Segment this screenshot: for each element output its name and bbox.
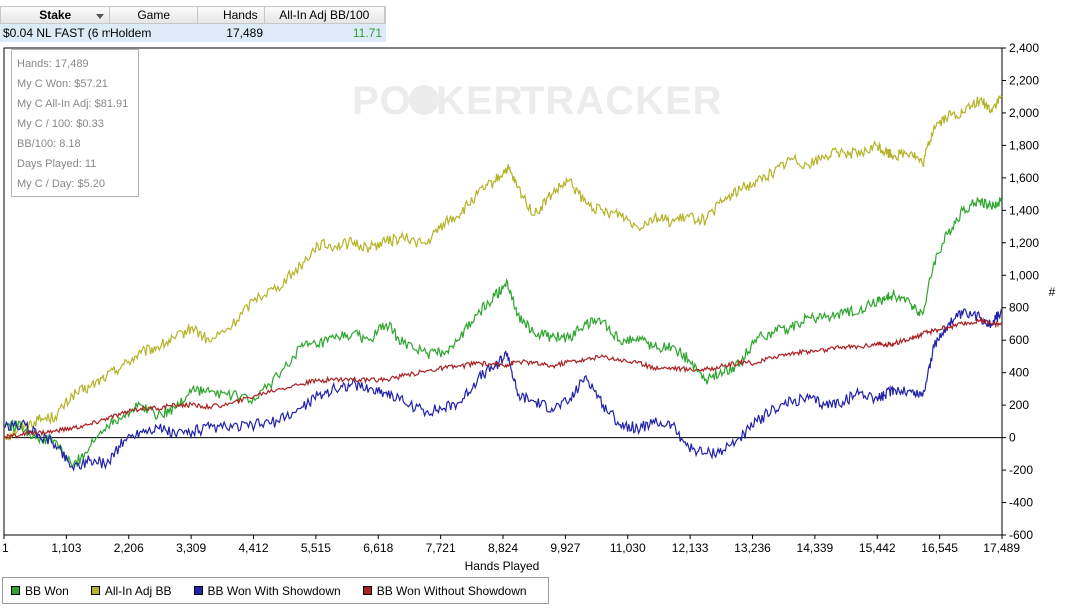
y-tick-label: 200 [1009,398,1029,412]
y-tick-label: 400 [1009,366,1029,380]
stat-bb-100: BB/100: 8.18 [17,138,81,150]
watermark-text-right: TRACKER [520,79,723,123]
x-tick-label: 2,206 [114,541,144,555]
cell-hands: 17,489 [226,26,263,40]
series-line-all-in-adj-bb [3,94,1003,441]
stats-summary-box: Hands: 17,489 My C Won: $57.21 My C All-… [11,49,139,197]
x-tick-label: 15,442 [859,541,896,555]
x-tick-label: 7,721 [426,541,456,555]
stat-all-in-adj: My C All-In Adj: $81.91 [17,98,129,110]
y-tick-label: -400 [1009,496,1033,510]
legend-item-no-showdown[interactable]: BB Won Without Showdown [362,584,527,598]
x-tick-label: 11,030 [610,541,646,555]
watermark-text-left: PO [352,79,412,123]
y-tick-label: 1,400 [1009,203,1039,217]
poker-chip-icon [409,85,439,115]
y-tick-label: 1,000 [1009,268,1039,282]
x-tick-label: 4,412 [238,541,268,555]
watermark-text-mid: KER [436,79,523,123]
legend-item-bb-won[interactable]: BB Won [11,584,69,598]
x-tick-label: 9,927 [550,541,580,555]
legend-swatch [11,586,20,595]
x-tick-label: 1,103 [51,541,81,555]
x-tick-label: 14,339 [797,541,834,555]
x-tick-label: 8,824 [488,541,518,555]
x-tick-label: 1 [2,541,9,555]
y-tick-label: 1,600 [1009,171,1039,185]
legend-swatch [193,586,203,595]
y-axis-label: # [1049,285,1056,299]
legend-item-all-in-adj[interactable]: All-In Adj BB [90,584,172,598]
stat-days: Days Played: 11 [17,158,97,170]
stat-per-day: My C / Day: $5.20 [17,178,106,190]
cell-game: Holdem [110,26,152,40]
column-header-game[interactable]: Game [110,7,198,23]
stat-hands: Hands: 17,489 [17,58,89,70]
x-axis-label: Hands Played [465,559,540,573]
legend-item-showdown[interactable]: BB Won With Showdown [193,584,341,598]
y-tick-label: 2,200 [1009,73,1039,87]
y-tick-label: 1,200 [1009,236,1039,250]
x-tick-label: 3,309 [176,541,206,555]
pokertracker-watermark: PO KER TRACKER [352,79,723,123]
x-tick-label: 12,133 [672,541,709,555]
stat-per-100: My C / 100: $0.33 [17,118,104,130]
x-tick-label: 5,515 [301,541,331,555]
series-line-bb-won-without-showdown [3,316,1003,441]
legend-swatch [90,586,100,595]
x-tick-label: 13,236 [734,541,771,555]
chart-legend: BB Won All-In Adj BB BB Won With Showdow… [2,577,549,604]
y-tick-label: -200 [1009,463,1033,477]
column-header-stake[interactable]: Stake [1,7,111,23]
column-header-adj-bb[interactable]: All-In Adj BB/100 [265,7,385,23]
y-tick-label: 2,400 [1009,41,1039,55]
y-tick-label: 1,800 [1009,138,1039,152]
cell-stake: $0.04 NL FAST (6 ma [3,26,110,40]
series-line-bb-won [3,197,1003,469]
y-tick-label: 600 [1009,333,1029,347]
table-row[interactable]: $0.04 NL FAST (6 ma Holdem 17,489 11.71 [0,24,386,42]
y-tick-label: -600 [1009,528,1033,542]
sort-dropdown-icon[interactable] [96,14,105,19]
y-tick-label: 800 [1009,301,1029,315]
x-tick-label: 16,545 [921,541,958,555]
series-line-bb-won-with-showdown [3,308,1003,472]
stat-won: My C Won: $57.21 [17,78,108,90]
y-tick-label: 0 [1009,431,1016,445]
x-tick-label: 17,489 [983,541,1020,555]
y-tick-label: 2,000 [1009,106,1039,120]
stats-table: Stake Game Hands All-In Adj BB/100 $0.04… [0,6,386,42]
cell-adj-bb: 11.71 [352,26,382,40]
column-header-hands[interactable]: Hands [198,7,265,23]
legend-swatch [362,586,372,595]
table-header: Stake Game Hands All-In Adj BB/100 [0,6,386,24]
x-tick-label: 6,618 [363,541,393,555]
